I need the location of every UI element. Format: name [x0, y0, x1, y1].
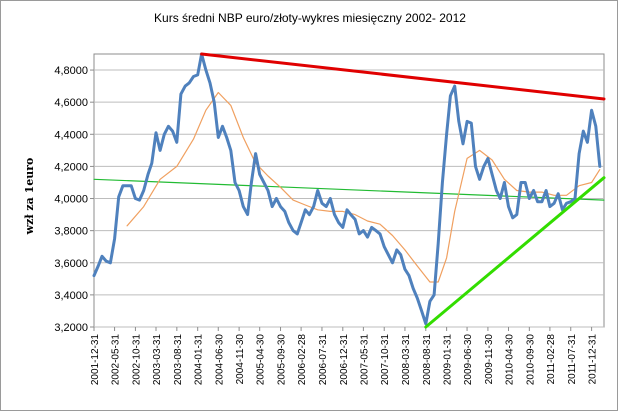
y-tick-label: 4,8000 [54, 65, 88, 77]
x-tick-label: 2006-07-31 [318, 334, 329, 386]
series-group [92, 52, 606, 329]
y-axis-ticks: 3,2000 3,4000 3,6000 3,8000 4,0000 4,2000 4,40… [54, 65, 88, 334]
y-tick-label: 3,6000 [54, 258, 88, 270]
series-moving-average [126, 91, 601, 283]
x-axis-ticks: 2001-12-31 2002-05-31 2002-10-31 2003-03-31… [90, 334, 599, 386]
x-tick-label: 2008-08-31 [422, 334, 433, 386]
x-tick-label: 2010-09-30 [525, 334, 536, 386]
gridlines [90, 53, 605, 331]
y-tick-label: 3,4000 [54, 290, 88, 302]
x-tick-label: 2011-07-31 [567, 334, 578, 385]
x-tick-label: 2008-03-31 [401, 334, 412, 386]
x-tick-label: 2004-01-31 [194, 334, 205, 386]
x-tick-label: 2011-12-31 [588, 334, 599, 385]
x-tick-label: 2002-10-31 [131, 334, 142, 386]
x-tick-label: 2005-04-30 [256, 334, 267, 386]
x-tick-label: 2001-12-31 [90, 334, 101, 386]
series-support-line [424, 176, 606, 329]
y-tick-label: 4,6000 [54, 97, 88, 109]
x-tick-label: 2009-11-30 [484, 334, 495, 385]
x-tick-label: 2003-08-31 [173, 334, 184, 386]
x-tick-label: 2006-02-28 [297, 334, 308, 386]
y-tick-label: 3,2000 [54, 322, 88, 334]
x-tick-label: 2002-05-31 [111, 334, 122, 386]
y-tick-label: 4,0000 [54, 194, 88, 206]
series-resistance-line [200, 52, 606, 101]
x-tick-label: 2007-10-31 [380, 334, 391, 386]
y-axis-label: wzł za 1euro [23, 158, 36, 236]
x-tick-label: 2004-06-30 [214, 334, 225, 386]
x-tick-label: 2009-01-31 [443, 334, 454, 386]
x-tick-label: 2010-04-30 [504, 334, 515, 386]
x-tick-label: 2003-03-31 [152, 334, 163, 386]
y-tick-label: 4,4000 [54, 129, 88, 141]
x-tick-label: 2011-02-28 [546, 334, 557, 385]
y-tick-label: 4,2000 [54, 161, 88, 173]
x-tick-label: 2005-09-30 [277, 334, 288, 386]
x-tick-label: 2004-11-30 [235, 334, 246, 385]
chart-title: Kurs średni NBP euro/złoty-wykres miesię… [154, 11, 466, 25]
series-eur-pln-rate [92, 52, 602, 326]
y-tick-label: 3,8000 [54, 226, 88, 238]
x-tick-label: 2006-12-31 [339, 334, 350, 386]
x-tick-label: 2007-05-31 [359, 334, 370, 386]
x-tick-label: 2009-06-30 [463, 334, 474, 386]
